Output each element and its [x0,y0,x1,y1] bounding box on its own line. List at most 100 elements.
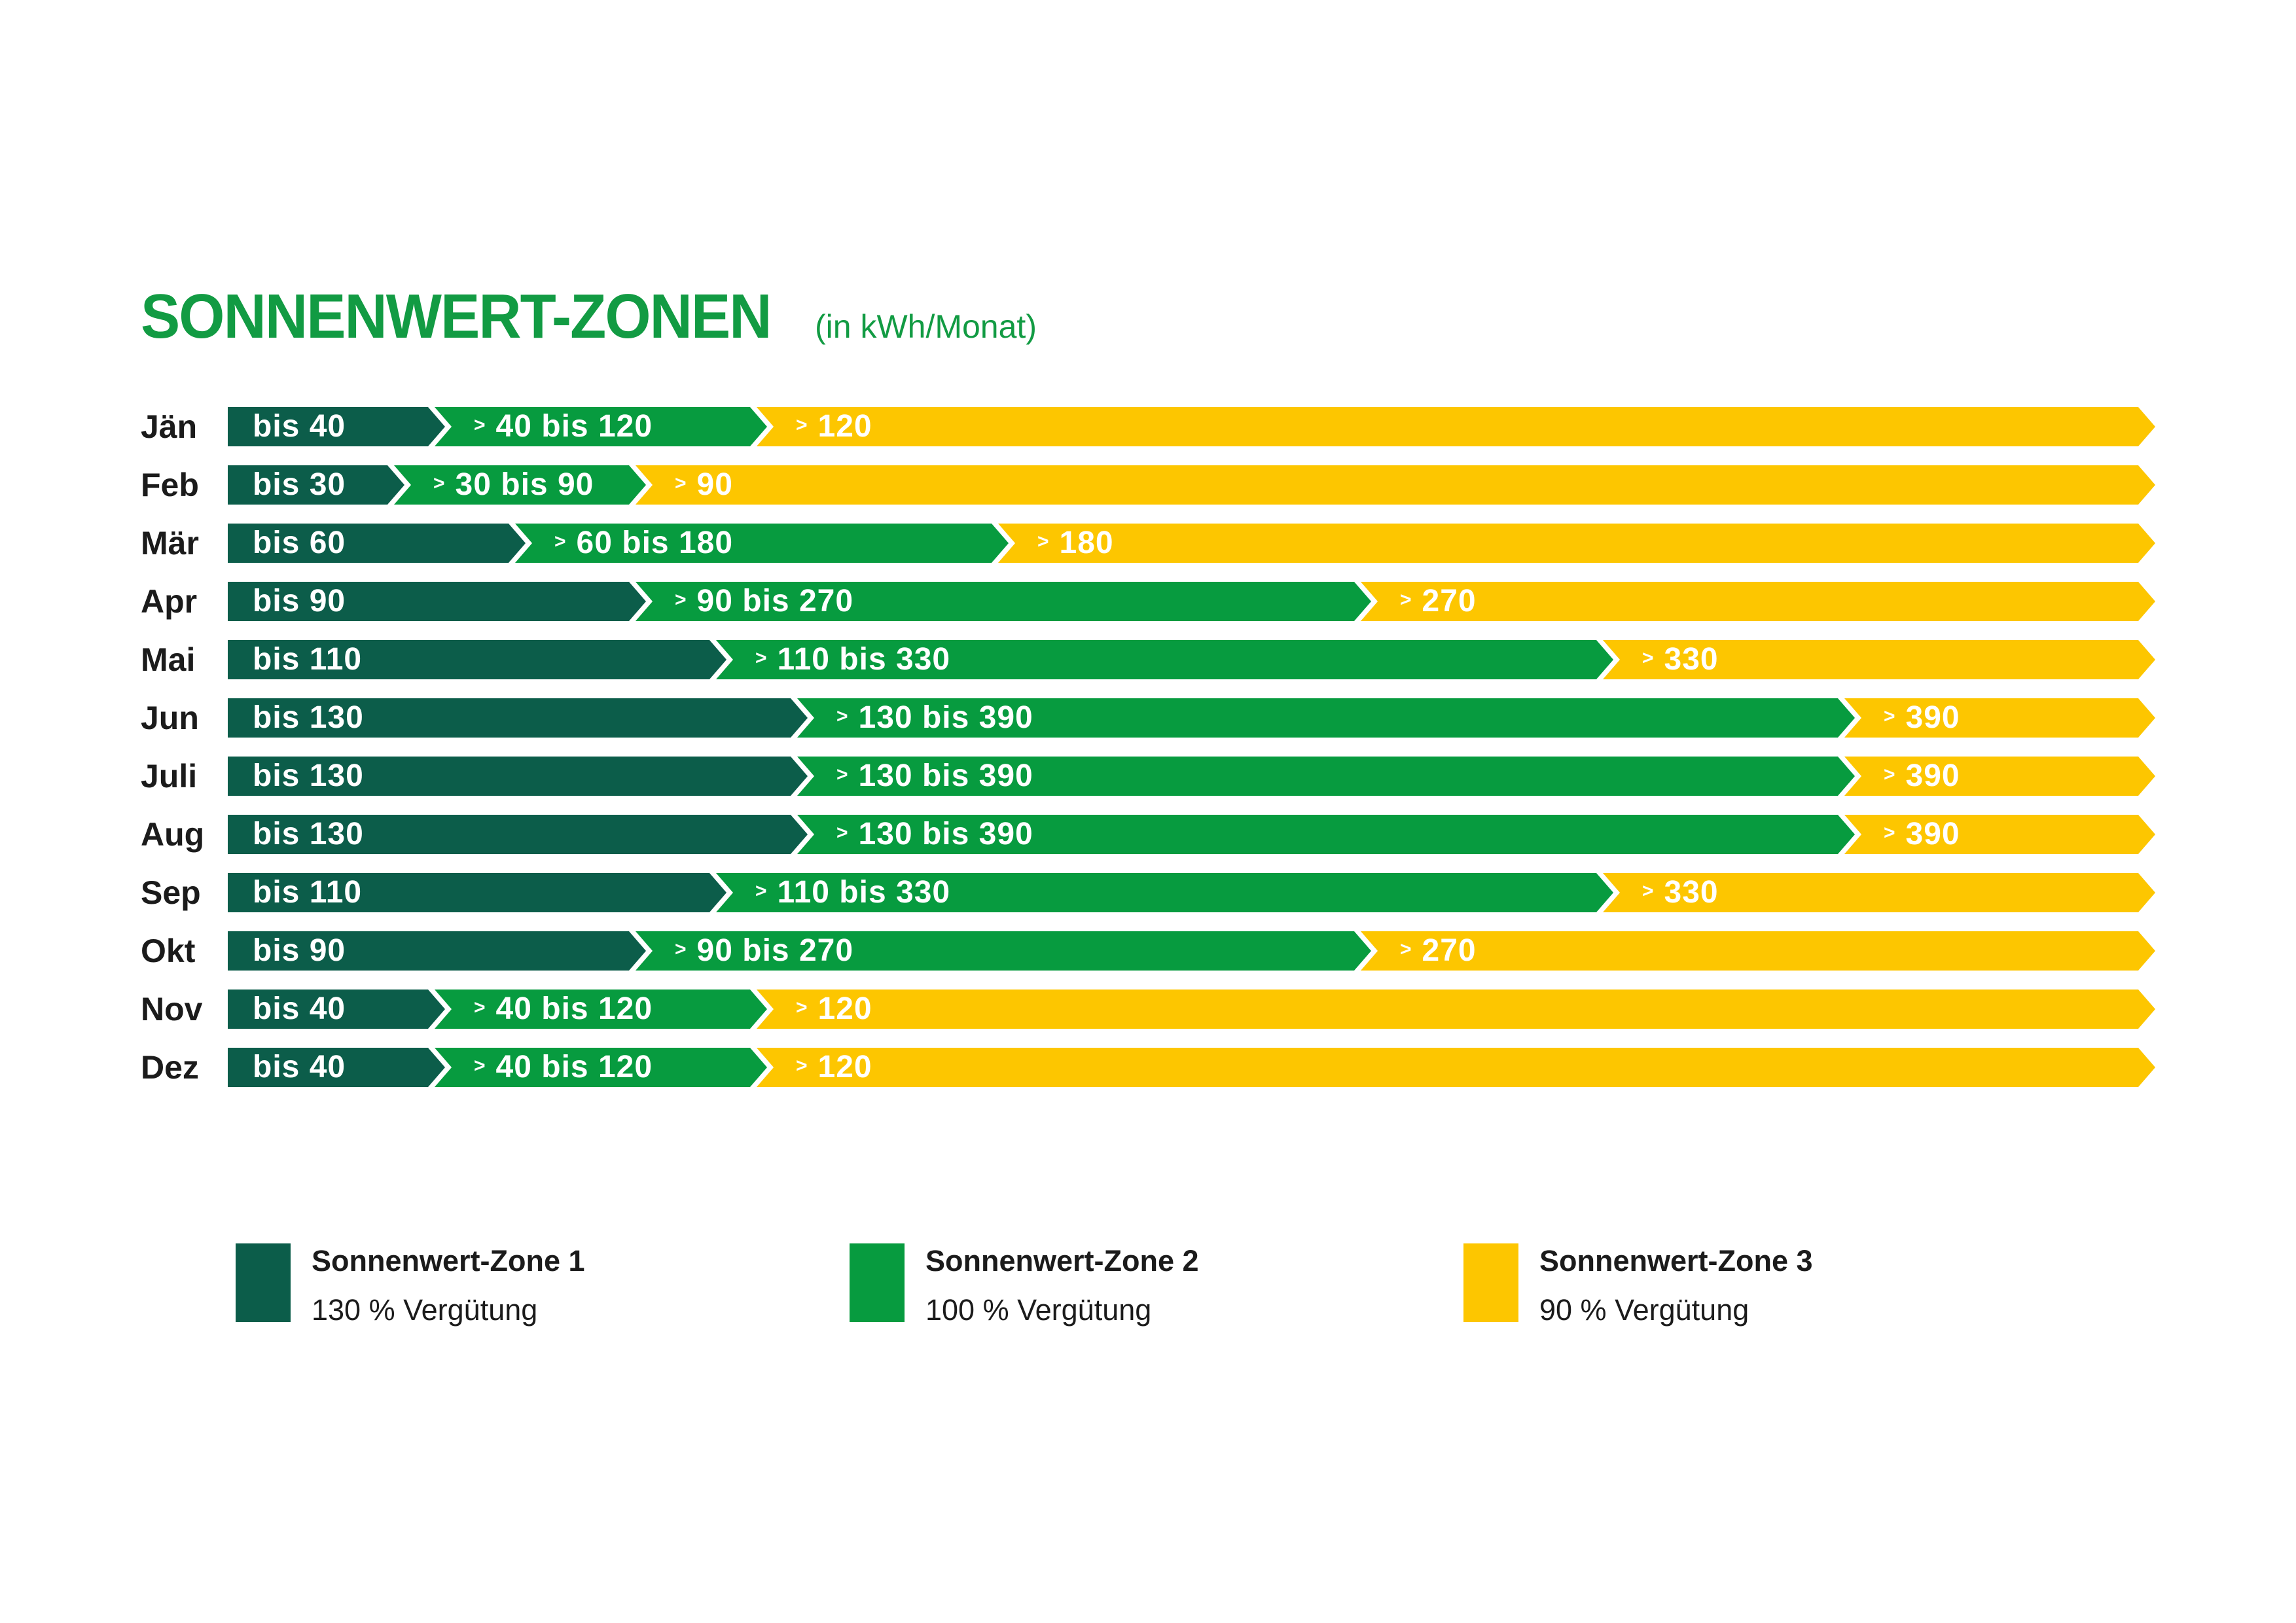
greater-than-symbol: > [1400,589,1412,611]
segment-label: >110 bis 330 [755,642,951,677]
zone3-segment: >120 [757,990,2155,1029]
zone1-segment: bis 90 [228,931,646,971]
segment-label: >120 [796,1050,872,1084]
month-row-dez: Dez bis 40 >40 bis 120 >120 [141,1048,2155,1087]
segment-label: >270 [1400,933,1477,968]
greater-than-symbol: > [675,473,687,494]
greater-than-symbol: > [675,938,687,960]
zone2-swatch [850,1243,905,1322]
month-row-mär: Mär bis 60 >60 bis 180 >180 [141,524,2155,563]
segment-label: >390 [1884,817,1960,851]
segment-label: >330 [1642,875,1719,910]
month-label: Sep [141,874,201,911]
zone1-segment: bis 40 [228,990,445,1029]
segment-label: >60 bis 180 [554,526,734,560]
zone3-segment: >390 [1844,757,2155,796]
zone2-segment: >130 bis 390 [797,757,1855,796]
segment-label: >110 bis 330 [755,875,951,910]
greater-than-symbol: > [755,647,768,669]
chart-title-block: SONNENWERT-ZONEN (in kWh/Monat) [141,285,1037,348]
segment-label: bis 130 [253,700,364,735]
legend-subtitle: 90 % Vergütung [1539,1293,1749,1327]
segment-label: bis 110 [253,642,363,677]
zone2-segment: >30 bis 90 [394,465,646,505]
segment-label: >330 [1642,642,1719,677]
legend-item-zone1: Sonnenwert-Zone 1 130 % Vergütung [236,1243,850,1325]
zone2-segment: >40 bis 120 [435,1048,767,1087]
legend-item-zone3: Sonnenwert-Zone 3 90 % Vergütung [1463,1243,1813,1325]
month-label: Mai [141,641,196,678]
zone3-segment: >270 [1361,931,2155,971]
zone2-segment: >110 bis 330 [716,873,1613,912]
month-row-aug: Aug bis 130 >130 bis 390 >390 [141,815,2155,854]
segment-label: >30 bis 90 [433,467,594,502]
zone2-segment: >40 bis 120 [435,990,767,1029]
legend-subtitle: 100 % Vergütung [925,1293,1152,1327]
zone3-segment: >120 [757,1048,2155,1087]
legend-item-zone2: Sonnenwert-Zone 2 100 % Vergütung [850,1243,1463,1325]
segment-label: bis 130 [253,758,364,793]
zone3-segment: >390 [1844,698,2155,738]
greater-than-symbol: > [1642,647,1655,669]
zone-bar: bis 60 >60 bis 180 >180 [228,524,2155,563]
segment-label: >130 bis 390 [836,758,1033,793]
zone1-swatch [236,1243,291,1322]
zone-bar: bis 40 >40 bis 120 >120 [228,407,2155,446]
month-row-nov: Nov bis 40 >40 bis 120 >120 [141,990,2155,1029]
zone1-segment: bis 130 [228,815,808,854]
segment-label: >130 bis 390 [836,700,1033,735]
zone-bar: bis 90 >90 bis 270 >270 [228,931,2155,971]
greater-than-symbol: > [554,531,567,552]
zone-bar: bis 130 >130 bis 390 >390 [228,698,2155,738]
zone2-segment: >90 bis 270 [636,582,1371,621]
greater-than-symbol: > [1642,880,1655,902]
segment-label: bis 110 [253,875,363,910]
segment-label: bis 90 [253,933,346,968]
month-row-feb: Feb bis 30 >30 bis 90 >90 [141,465,2155,505]
zone3-segment: >330 [1603,873,2155,912]
month-label: Feb [141,467,199,503]
legend-text: Sonnenwert-Zone 3 90 % Vergütung [1539,1243,1813,1325]
greater-than-symbol: > [474,1055,486,1077]
greater-than-symbol: > [1884,764,1896,785]
zone2-segment: >130 bis 390 [797,815,1855,854]
zone2-segment: >110 bis 330 [716,640,1613,679]
segment-label: bis 40 [253,1050,346,1084]
zone-bar: bis 40 >40 bis 120 >120 [228,1048,2155,1087]
month-label: Aug [141,816,205,853]
greater-than-symbol: > [755,880,768,902]
greater-than-symbol: > [675,589,687,611]
legend-subtitle: 130 % Vergütung [312,1293,538,1327]
legend-title: Sonnenwert-Zone 3 [1539,1244,1813,1277]
chart-subtitle: (in kWh/Monat) [815,308,1037,345]
zone1-segment: bis 110 [228,640,726,679]
greater-than-symbol: > [836,705,849,727]
zone3-swatch [1463,1243,1518,1322]
greater-than-symbol: > [1400,938,1412,960]
greater-than-symbol: > [796,1055,808,1077]
month-row-sep: Sep bis 110 >110 bis 330 >330 [141,873,2155,912]
zone3-segment: >390 [1844,815,2155,854]
zone-bar: bis 30 >30 bis 90 >90 [228,465,2155,505]
legend-title: Sonnenwert-Zone 2 [925,1244,1199,1277]
zone-bar: bis 110 >110 bis 330 >330 [228,873,2155,912]
month-label: Nov [141,991,203,1027]
greater-than-symbol: > [433,473,446,494]
greater-than-symbol: > [796,414,808,436]
greater-than-symbol: > [474,414,486,436]
legend-text: Sonnenwert-Zone 2 100 % Vergütung [925,1243,1199,1325]
segment-label: bis 60 [253,526,346,560]
month-label: Dez [141,1049,199,1086]
segment-label: >390 [1884,700,1960,735]
greater-than-symbol: > [1884,705,1896,727]
segment-label: >120 [796,991,872,1026]
legend-title: Sonnenwert-Zone 1 [312,1244,585,1277]
zone3-segment: >270 [1361,582,2155,621]
zone1-segment: bis 60 [228,524,526,563]
segment-label: >90 bis 270 [675,584,854,618]
greater-than-symbol: > [1884,822,1896,844]
segment-label: bis 40 [253,409,346,444]
zone3-segment: >120 [757,407,2155,446]
chart-title: SONNENWERT-ZONEN [141,281,772,351]
